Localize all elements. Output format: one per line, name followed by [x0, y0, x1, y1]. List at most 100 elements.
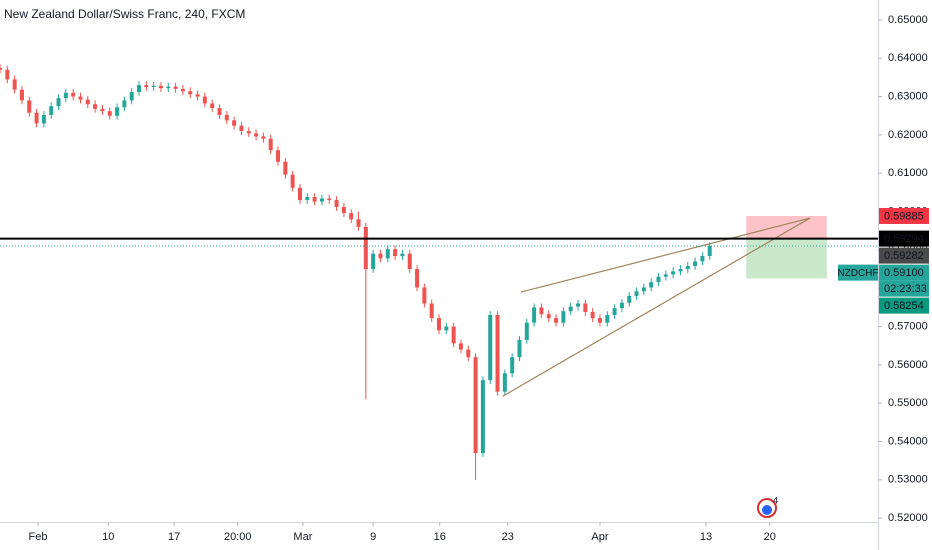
candle-body [634, 291, 639, 296]
x-tick-label: 23 [502, 531, 514, 543]
candle-body [649, 282, 654, 288]
trend-line [502, 217, 811, 397]
candle-body [590, 311, 595, 319]
candle-body [180, 88, 185, 92]
candle-body [100, 108, 105, 112]
candle-body [188, 91, 193, 95]
candle-body [495, 315, 500, 392]
candle-body [232, 120, 237, 126]
candle-body [356, 219, 361, 227]
candle-body [19, 89, 24, 101]
candle-body [12, 79, 17, 90]
countdown-label: 02:23:33 [884, 283, 927, 295]
stop-zone [746, 215, 827, 239]
candle-body [5, 69, 10, 80]
price-tag-label: 0.59282 [884, 250, 924, 262]
candle-body [532, 307, 537, 323]
x-tick-label: Mar [293, 531, 312, 543]
candle-body [502, 373, 507, 392]
candle-body [93, 104, 98, 109]
candle-body [349, 213, 354, 220]
candle-body [166, 86, 171, 89]
x-tick-label: 13 [700, 531, 712, 543]
chart-title: New Zealand Dollar/Swiss Franc, 240, FXC… [4, 7, 245, 21]
candle-body [341, 206, 346, 214]
candle-body [583, 303, 588, 312]
price-tag [879, 207, 929, 224]
y-tick-label: 0.52000 [888, 512, 928, 524]
badge: 4 [757, 495, 778, 518]
badge-core [762, 505, 772, 515]
candle-body [115, 107, 120, 116]
candle-body [400, 253, 405, 257]
candle-body [605, 315, 610, 323]
candle-body [641, 287, 646, 292]
candle-body [458, 343, 463, 350]
candle-body [597, 318, 602, 323]
candle-body [276, 150, 281, 162]
candle-body [473, 357, 478, 454]
y-tick-label: 0.64000 [888, 52, 928, 64]
candle-body [283, 161, 288, 175]
y-tick-label: 0.65000 [888, 14, 928, 26]
candle-body [363, 226, 368, 270]
candle-body [517, 339, 522, 358]
countdown-tag [879, 280, 929, 297]
candle-body [319, 198, 324, 202]
candle-body [327, 198, 332, 201]
candle-body [49, 106, 54, 115]
y-tick-label: 0.53000 [888, 474, 928, 486]
candle-body [78, 96, 83, 100]
candle-body [693, 261, 698, 266]
symbol-tag-label: NZDCHF [837, 268, 878, 279]
y-tick-label: 0.62000 [888, 129, 928, 141]
candle-body [678, 269, 683, 272]
candle-body [41, 114, 46, 124]
candle-body [202, 96, 207, 104]
candle-body [261, 136, 266, 139]
candle-body [700, 256, 705, 262]
candle-body [619, 302, 624, 309]
candle-body [334, 200, 339, 207]
candle-body [224, 114, 229, 121]
candle-body [524, 322, 529, 340]
x-tick-label: 20 [764, 531, 776, 543]
candle-body [305, 196, 310, 201]
candle-body [217, 108, 222, 115]
candle-body [429, 303, 434, 319]
y-tick-label: 0.55000 [888, 397, 928, 409]
candle-body [466, 349, 471, 358]
candle-body [656, 276, 661, 283]
candle-body [510, 357, 515, 374]
candle-body [312, 196, 317, 202]
price-tag-label: 0.59294 [884, 233, 924, 245]
x-tick-label: 20:00 [224, 531, 252, 543]
candle-body [239, 125, 244, 132]
candle-body [107, 111, 112, 116]
candle-body [137, 85, 142, 92]
candle-body [195, 94, 200, 97]
candle-body [246, 131, 251, 134]
candle-body [539, 307, 544, 315]
symbol-tag [838, 264, 878, 281]
candle-body [56, 98, 61, 107]
y-tick-label: 0.54000 [888, 435, 928, 447]
x-tick-label: 10 [102, 531, 114, 543]
candle-body [568, 306, 573, 312]
price-tag-label: 0.59885 [884, 210, 924, 222]
candle-body [451, 326, 456, 344]
candle-body [378, 253, 383, 259]
target-zone [746, 238, 827, 279]
y-tick-label: 0.56000 [888, 359, 928, 371]
candle-body [63, 92, 68, 99]
candle-body [415, 269, 420, 288]
trend-line [520, 217, 811, 293]
candle-body [407, 253, 412, 270]
x-tick-label: 9 [370, 531, 376, 543]
candle-body [210, 103, 215, 109]
candle-body [173, 86, 178, 89]
price-tag [879, 264, 929, 281]
